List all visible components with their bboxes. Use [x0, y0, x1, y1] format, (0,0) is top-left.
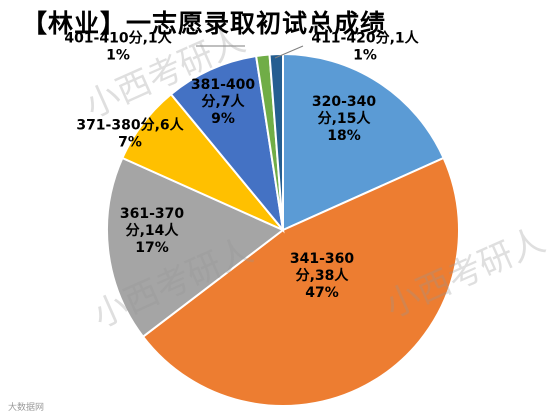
slice-label-line: 分,7人 [201, 93, 245, 110]
slice-label-line: 17% [135, 240, 169, 256]
slice-label-line: 320-340 [312, 94, 377, 110]
slice-label-line: 分,15人 [318, 110, 372, 127]
slice-label-line: 47% [305, 285, 339, 301]
pie-slice-411-420 [268, 52, 284, 231]
pie-slice-320-340 [282, 52, 445, 232]
source-mark: 大数据网 [8, 403, 45, 413]
slice-label-line: 1% [106, 47, 130, 63]
slice-label-line: 分,38人 [296, 267, 350, 284]
chart-title: 【林业】一志愿录取初试总成绩 [22, 9, 387, 38]
slice-label-line: 371-380分,6人 [76, 116, 184, 133]
slice-label-line: 分,14人 [126, 222, 180, 239]
slice-label-371-380: 371-380分,6人7% [76, 116, 184, 150]
slice-label-401-410: 401-410分,1人1% [64, 29, 172, 63]
slice-label-line: 401-410分,1人 [64, 29, 172, 46]
pie-slice-341-360 [141, 156, 460, 408]
slice-label-line: 7% [118, 134, 142, 150]
slice-label-line: 341-360 [290, 251, 355, 267]
pie-slices [106, 52, 460, 408]
slice-labels: 320-340分,15人18%341-360分,38人47%361-370分,1… [64, 29, 419, 301]
pie-slice-381-400 [169, 54, 285, 234]
slice-label-line: 9% [211, 111, 235, 127]
pie-slice-361-370 [106, 156, 285, 339]
slice-label-line: 18% [327, 128, 361, 144]
leader-line [274, 45, 304, 59]
slice-label-411-420: 411-420分,1人1% [311, 29, 419, 63]
slice-label-line: 1% [353, 47, 377, 63]
leader-lines [196, 45, 304, 59]
slice-label-line: 411-420分,1人 [311, 29, 419, 46]
slice-label-line: 361-370 [120, 206, 185, 222]
slice-label-line: 381-400 [191, 77, 256, 93]
